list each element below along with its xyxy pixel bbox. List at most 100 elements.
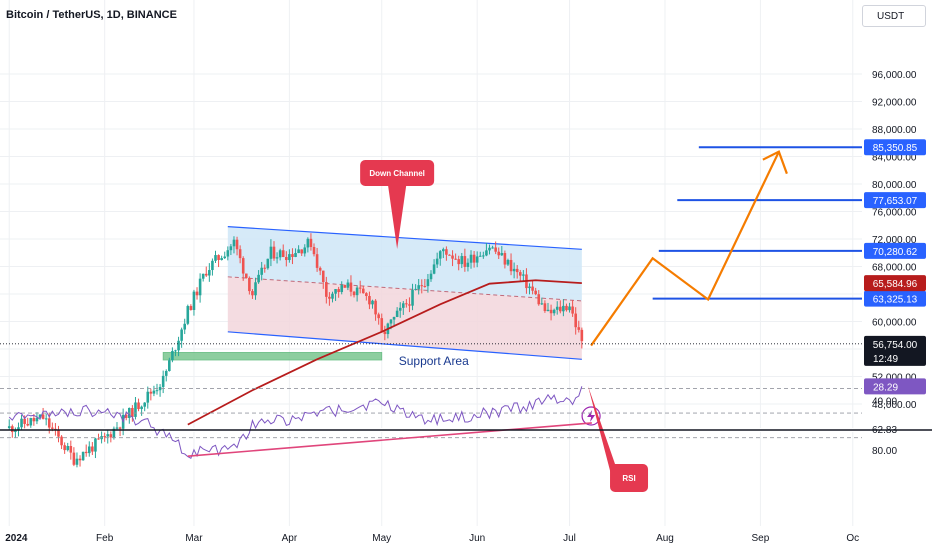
candle-body — [51, 427, 54, 429]
candle-body — [358, 287, 362, 289]
candle-body — [417, 285, 420, 289]
candle-body — [288, 254, 291, 261]
candle-body — [281, 250, 285, 258]
last-price-badge-text: 56,754.00 — [873, 340, 918, 351]
rsi-pane: RSI — [0, 385, 862, 492]
level-price-badge-text: 85,350.85 — [873, 143, 918, 154]
candle-body — [41, 414, 45, 419]
candle-body — [442, 249, 445, 252]
level-price-badge-text: 70,280.62 — [873, 247, 918, 258]
candle-body — [549, 309, 553, 314]
candle-body — [103, 436, 106, 438]
candle-body — [272, 246, 276, 259]
candle-body — [91, 446, 94, 452]
candle-body — [131, 407, 134, 417]
candle-body — [303, 247, 307, 254]
candle-body — [223, 256, 227, 259]
candle-body — [555, 306, 559, 310]
price-axis-label: 48,000.00 — [872, 400, 917, 411]
candle-body — [574, 313, 577, 328]
price-axis-label: 96,000.00 — [872, 70, 917, 81]
rsi-callout-text: RSI — [622, 474, 635, 483]
currency-button[interactable]: USDT — [862, 5, 926, 27]
candle-body — [463, 256, 467, 267]
candle-body — [368, 295, 371, 305]
candle-body — [217, 255, 220, 260]
candle-body — [420, 285, 424, 287]
price-annotations: Down Channel Support Area — [0, 146, 862, 426]
candle-body — [460, 256, 464, 265]
candle-body — [488, 247, 491, 251]
rsi-axis-label: 80.00 — [872, 446, 897, 457]
candle-body — [69, 446, 73, 453]
candle-body — [315, 254, 319, 268]
candle-body — [11, 426, 14, 433]
candle-body — [177, 340, 180, 351]
price-axis-label: 72,000.00 — [872, 235, 917, 246]
down-channel-callout-pointer — [388, 186, 407, 249]
candle-body — [198, 278, 202, 296]
candle-body — [124, 414, 128, 418]
level-price-badge — [864, 139, 926, 156]
candle-body — [229, 246, 233, 251]
candle-body — [309, 238, 313, 248]
candle-body — [278, 250, 282, 258]
candle-body — [254, 282, 257, 296]
candle-body — [23, 418, 26, 424]
candle-body — [426, 279, 430, 287]
candle-body — [380, 318, 384, 332]
candle-body — [238, 249, 242, 259]
candle-body — [81, 451, 85, 461]
candle-body — [448, 254, 451, 256]
candle-body — [183, 323, 187, 330]
candle-body — [577, 327, 581, 330]
support-area-box — [162, 352, 383, 361]
candle-body — [158, 386, 162, 391]
candle-body — [201, 273, 205, 279]
candle-body — [534, 290, 537, 295]
candle-body — [84, 451, 88, 454]
candle-body — [155, 390, 159, 392]
candle-body — [377, 314, 380, 319]
candle-body — [540, 303, 544, 305]
candle-body — [146, 391, 150, 403]
channel-mid-line — [227, 276, 582, 302]
level-price-badge-text: 77,653.07 — [873, 196, 918, 207]
candle-body — [423, 285, 427, 287]
candle-body — [365, 293, 368, 296]
candle-body — [451, 255, 454, 259]
time-axis-label: Jun — [469, 533, 485, 544]
candle-body — [115, 427, 119, 429]
candle-body — [266, 258, 270, 269]
candle-body — [291, 254, 294, 257]
candle-body — [401, 303, 405, 308]
candle-body — [97, 438, 100, 440]
time-axis-label: Sep — [752, 533, 770, 544]
candle-body — [17, 427, 20, 430]
candle-body — [454, 258, 457, 260]
candle-body — [26, 423, 30, 426]
candle-body — [180, 329, 183, 341]
candle-body — [568, 306, 571, 311]
candle-body — [565, 305, 568, 311]
candle-body — [87, 446, 91, 454]
candle-body — [214, 255, 217, 261]
candle-body — [174, 350, 177, 352]
candle-body — [232, 239, 236, 247]
candle-body — [543, 303, 547, 312]
candle-body — [248, 277, 251, 292]
time-axis-label: Apr — [282, 533, 298, 544]
candle-body — [161, 375, 165, 387]
down-channel-callout-text: Down Channel — [369, 169, 425, 178]
candle-body — [552, 309, 556, 314]
candle-body — [263, 267, 267, 269]
candle-body — [355, 287, 359, 296]
candle-body — [478, 255, 482, 257]
candle-body — [457, 259, 461, 265]
candle-body — [352, 291, 356, 296]
price-axis-label: 80,000.00 — [872, 180, 917, 191]
rsi-price-badge-text: 28.29 — [873, 382, 898, 393]
candle-body — [371, 300, 374, 305]
